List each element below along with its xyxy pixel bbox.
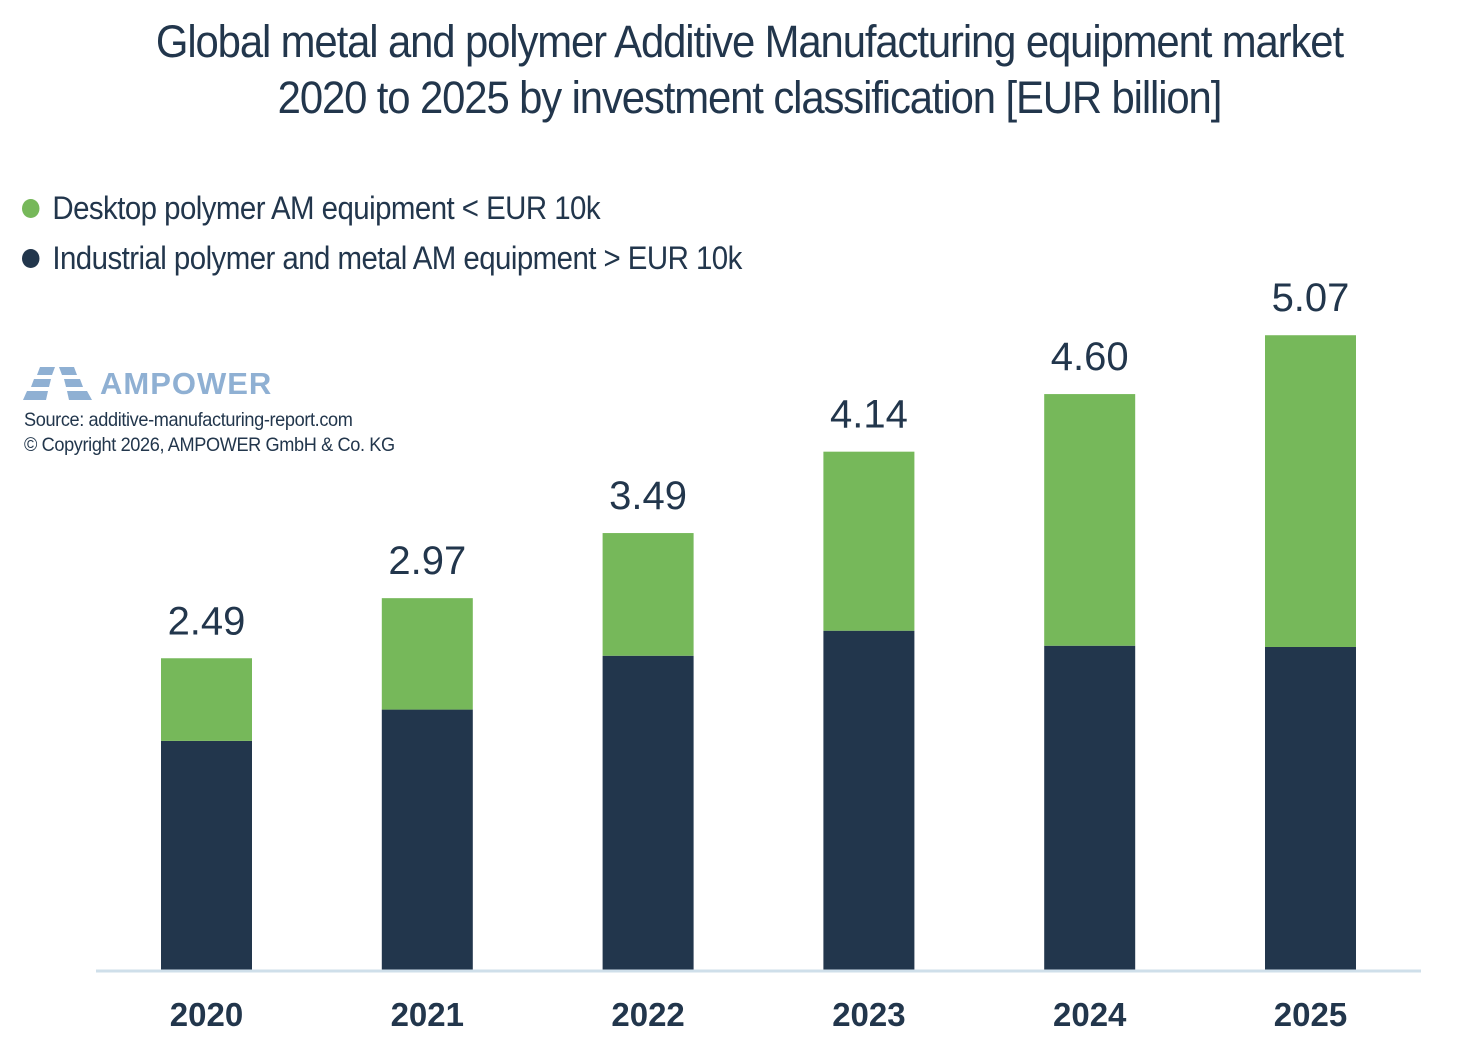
bar-industrial-2023: [823, 630, 915, 970]
bar-desktop-2023: [823, 451, 915, 631]
total-label-2021: 2.97: [388, 539, 466, 583]
x-tick-label-2021: 2021: [391, 996, 464, 1033]
x-tick-label-2025: 2025: [1274, 996, 1347, 1033]
bar-desktop-2024: [1044, 394, 1136, 646]
total-label-2024: 4.60: [1051, 335, 1129, 379]
logo-text: AMPOWER: [100, 366, 273, 401]
source-text: Source: additive-manufacturing-report.co…: [24, 409, 353, 431]
chart-title-line-1: Global metal and polymer Additive Manufa…: [155, 16, 1344, 67]
total-label-2025: 5.07: [1272, 276, 1350, 320]
labels-group: 2.49 2020 2.97 2021 3.49 2022 4.14 2023 4.60 2024…: [168, 276, 1350, 1033]
legend-dot-industrial-icon: [22, 248, 40, 268]
bar-desktop-2021: [381, 598, 473, 710]
bar-industrial-2024: [1044, 645, 1136, 970]
x-tick-label-2020: 2020: [170, 996, 243, 1033]
bar-desktop-2022: [602, 533, 694, 656]
x-tick-label-2024: 2024: [1053, 996, 1127, 1033]
legend-label-industrial: Industrial polymer and metal AM equipmen…: [52, 239, 742, 276]
bars-group: [161, 335, 1356, 970]
legend-label-desktop: Desktop polymer AM equipment < EUR 10k: [52, 189, 601, 226]
chart-title-line-2: 2020 to 2025 by investment classificatio…: [277, 72, 1223, 123]
bar-desktop-2025: [1265, 335, 1356, 647]
legend-item-industrial: Industrial polymer and metal AM equipmen…: [22, 233, 742, 283]
bar-industrial-2025: [1265, 646, 1356, 970]
legend-dot-desktop-icon: [22, 198, 40, 218]
ampower-logo-icon: [23, 367, 92, 400]
legend: Desktop polymer AM equipment < EUR 10k I…: [22, 183, 804, 283]
copyright-text: © Copyright 2026, AMPOWER GmbH & Co. KG: [24, 434, 395, 456]
source-note: Source: additive-manufacturing-report.co…: [24, 408, 395, 458]
total-label-2023: 4.14: [830, 393, 908, 437]
bar-industrial-2020: [161, 740, 252, 970]
bar-industrial-2021: [381, 709, 473, 970]
ampower-logo: AMPOWER: [22, 366, 272, 402]
x-tick-label-2022: 2022: [611, 996, 684, 1033]
x-tick-label-2023: 2023: [832, 996, 905, 1033]
bar-desktop-2020: [161, 658, 252, 741]
bar-industrial-2022: [602, 655, 694, 970]
legend-item-desktop: Desktop polymer AM equipment < EUR 10k: [22, 183, 742, 233]
total-label-2022: 3.49: [609, 474, 687, 518]
total-label-2020: 2.49: [168, 599, 246, 643]
chart-title: Global metal and polymer Additive Manufa…: [52, 14, 1447, 126]
